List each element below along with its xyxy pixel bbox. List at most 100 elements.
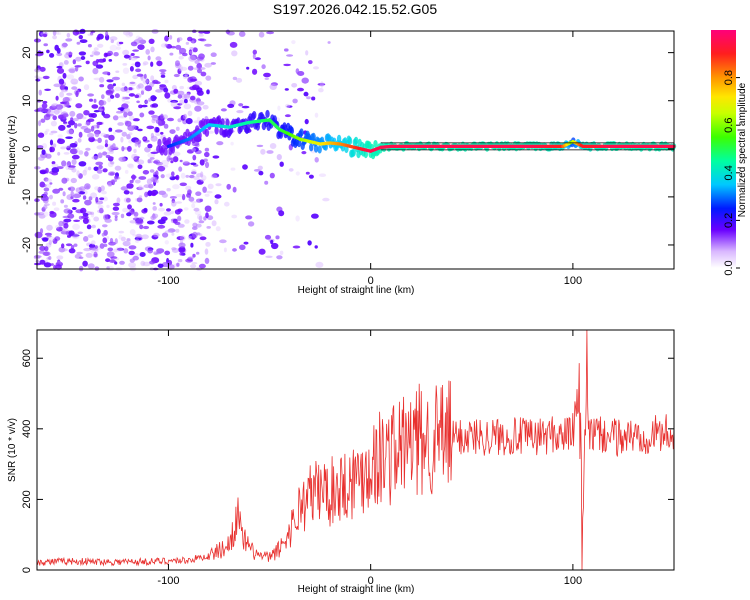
noise-blob — [179, 85, 184, 90]
noise-blob — [189, 86, 197, 91]
noise-blob — [72, 29, 80, 36]
noise-blob — [69, 148, 78, 155]
ridge-halo — [252, 111, 257, 119]
noise-blob — [137, 83, 144, 89]
noise-blob — [56, 67, 65, 74]
noise-blob — [87, 234, 94, 238]
noise-blob — [48, 256, 52, 260]
noise-blob — [44, 246, 49, 252]
noise-blob — [182, 52, 188, 57]
noise-blob — [179, 47, 187, 55]
noise-blob — [197, 214, 203, 220]
noise-blob — [129, 229, 136, 236]
noise-blob — [175, 201, 182, 204]
snr-panel: -100 0 100 0 200 400 600 Height of straight li… — [7, 329, 675, 595]
noise-blob — [188, 49, 193, 56]
noise-blob — [252, 53, 256, 60]
noise-blob — [283, 63, 291, 67]
noise-blob — [118, 156, 126, 162]
noise-blob — [96, 123, 100, 129]
noise-blob — [128, 31, 134, 37]
snr-series-layer — [36, 329, 675, 571]
noise-blob — [99, 84, 105, 88]
noise-blob — [196, 116, 201, 122]
noise-blob — [183, 113, 187, 120]
noise-blob — [181, 193, 186, 201]
noise-blob — [66, 32, 71, 38]
noise-blob — [102, 196, 108, 202]
noise-blob — [123, 190, 130, 195]
noise-blob — [174, 221, 181, 225]
noise-blob — [84, 199, 92, 206]
noise-blob — [133, 211, 139, 217]
noise-blob — [122, 240, 131, 247]
noise-blob — [81, 125, 86, 129]
ridge-halo — [157, 138, 162, 147]
noise-blob — [105, 258, 111, 263]
noise-blob — [172, 184, 180, 190]
noise-blob — [185, 41, 190, 45]
noise-blob — [84, 121, 91, 126]
noise-blob — [77, 231, 83, 235]
noise-blob — [108, 171, 116, 176]
noise-blob — [63, 121, 68, 125]
noise-blob — [116, 46, 121, 51]
noise-blob — [226, 183, 231, 190]
noise-blob — [128, 87, 133, 91]
noise-blob — [106, 204, 110, 209]
noise-blob — [138, 195, 143, 199]
noise-blob — [303, 91, 309, 97]
noise-blob — [206, 226, 211, 229]
noise-blob — [132, 124, 137, 130]
noise-blob — [258, 170, 264, 176]
noise-blob — [151, 103, 159, 108]
noise-blob — [147, 248, 153, 254]
noise-blob — [242, 164, 248, 170]
noise-blob — [155, 56, 162, 61]
noise-blob — [153, 232, 160, 238]
ridge-halo — [309, 143, 314, 152]
noise-blob — [130, 41, 138, 47]
noise-blob — [98, 106, 104, 113]
noise-blob — [91, 50, 98, 56]
noise-blob — [126, 183, 134, 189]
noise-blob — [232, 248, 237, 252]
noise-blob — [49, 139, 54, 146]
noise-blob — [150, 151, 159, 154]
noise-blob — [114, 215, 118, 219]
noise-blob — [116, 247, 125, 251]
noise-blob — [83, 84, 90, 91]
snr-x-label: Height of straight line (km) — [298, 584, 415, 595]
noise-blob — [58, 220, 64, 227]
noise-blob — [104, 143, 108, 148]
noise-blob — [224, 201, 230, 207]
noise-blob — [135, 68, 142, 73]
noise-blob — [61, 89, 68, 93]
noise-blob — [202, 104, 209, 110]
noise-blob — [61, 42, 68, 48]
noise-blob — [66, 124, 72, 128]
noise-blob — [52, 30, 57, 36]
noise-blob — [118, 234, 123, 240]
noise-blob — [322, 197, 330, 202]
noise-blob — [114, 238, 118, 245]
noise-blob — [152, 202, 156, 205]
noise-blob — [187, 256, 194, 260]
noise-blob — [53, 108, 60, 115]
y-tick-label: 400 — [21, 420, 33, 438]
noise-blob — [275, 235, 280, 240]
noise-blob — [155, 127, 160, 133]
noise-blob — [254, 57, 261, 61]
noise-blob — [136, 39, 140, 45]
chart-title: S197.2026.042.15.52.G05 — [273, 1, 437, 17]
noise-blob — [134, 159, 140, 163]
noise-blob — [211, 220, 217, 227]
noise-blob — [306, 96, 311, 100]
noise-blob — [171, 232, 175, 236]
noise-blob — [49, 53, 55, 58]
noise-blob — [79, 39, 88, 43]
noise-blob — [88, 113, 94, 118]
noise-blob — [93, 47, 99, 51]
noise-blob — [276, 154, 282, 161]
noise-blob — [69, 143, 78, 148]
